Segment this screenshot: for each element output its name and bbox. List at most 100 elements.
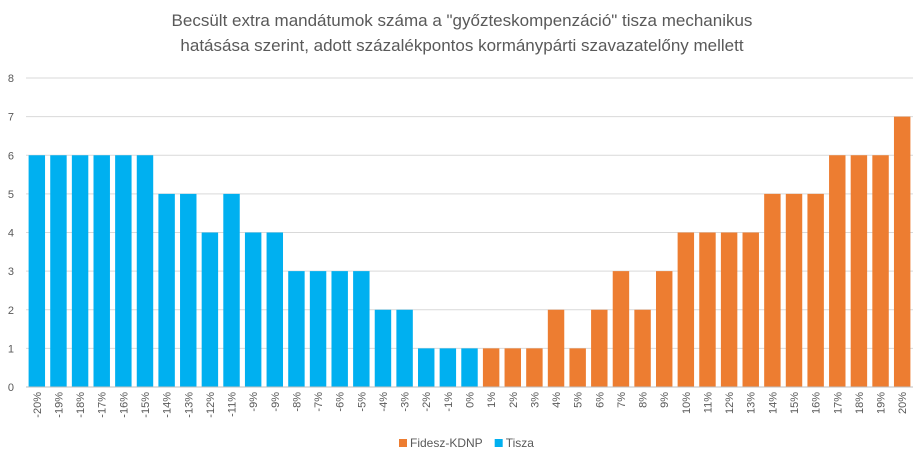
x-tick-label: -8% (291, 392, 303, 412)
bar-fidesz (547, 309, 565, 387)
x-tick-label: 1% (486, 392, 498, 408)
bar-tisza (115, 155, 132, 387)
bar-tisza (439, 348, 457, 388)
bar-fidesz (526, 348, 543, 388)
x-tick-label: -20% (32, 392, 44, 418)
bar-tisza (309, 271, 327, 388)
chart-title-line-2: hatásása szerint, adott százalékpontos k… (180, 36, 743, 55)
x-tick-label: -7% (313, 392, 325, 412)
y-tick-label: 1 (8, 343, 14, 355)
legend-label-fidesz: Fidesz-KDNP (410, 436, 483, 450)
x-axis-ticks: -20% -19% -18% -17% -16% -15% -14% -13% -12% -11%… (32, 392, 909, 418)
bar-fidesz (893, 116, 911, 388)
y-tick-label: 2 (8, 305, 14, 317)
x-tick-label: 8% (638, 392, 650, 408)
bar-tisza (50, 155, 67, 387)
legend-swatch-tisza (494, 439, 503, 447)
bar-tisza (136, 155, 154, 387)
bar-fidesz (720, 232, 738, 387)
bar-tisza (71, 155, 89, 387)
bar-fidesz (807, 193, 824, 388)
bar-fidesz (655, 271, 673, 388)
x-tick-label: -14% (162, 392, 174, 418)
legend: Fidesz-KDNP Tisza (399, 436, 534, 450)
x-tick-label: 7% (616, 392, 628, 408)
bar-tisza (180, 193, 197, 388)
bar-fidesz (785, 193, 803, 388)
x-tick-label: 11% (702, 392, 714, 413)
legend-swatch-fidesz (399, 439, 407, 447)
y-axis-ticks: 0 1 2 3 4 5 6 7 8 (8, 73, 14, 394)
x-tick-label: 2% (508, 392, 520, 408)
x-tick-label: 9% (659, 392, 671, 408)
x-tick-label: -1% (443, 392, 455, 412)
bar-tisza (396, 309, 413, 387)
bar-tisza (418, 348, 435, 388)
legend-label-tisza: Tisza (506, 436, 535, 450)
y-tick-label: 6 (8, 150, 14, 162)
bar-tisza (353, 271, 370, 388)
y-tick-label: 5 (8, 189, 14, 201)
x-tick-label: 0% (465, 392, 477, 408)
x-tick-label: -9% (270, 392, 282, 412)
x-tick-label: -5% (356, 392, 368, 412)
bar-fidesz (742, 232, 759, 387)
x-tick-label: -17% (97, 392, 109, 418)
x-tick-label: 5% (573, 392, 585, 408)
x-tick-label: -13% (183, 392, 195, 418)
x-tick-label: -6% (335, 392, 347, 412)
bar-tisza (28, 155, 46, 387)
y-tick-label: 0 (8, 382, 14, 394)
bar-fidesz (850, 155, 868, 387)
bar-fidesz (634, 309, 651, 387)
bar-fidesz (872, 155, 889, 387)
x-tick-label: 12% (724, 392, 736, 414)
x-tick-label: -3% (400, 392, 412, 412)
bar-tisza (93, 155, 110, 387)
bar-tisza (223, 193, 240, 388)
bar-fidesz (764, 193, 781, 388)
x-tick-label: 10% (681, 392, 693, 414)
bar-tisza (201, 232, 219, 387)
bar-fidesz (612, 271, 630, 388)
x-tick-label: -16% (118, 392, 130, 418)
x-tick-label: 4% (551, 392, 563, 408)
x-tick-label: 15% (789, 392, 801, 414)
x-tick-label: 16% (811, 392, 823, 414)
bar-fidesz (677, 232, 695, 387)
bar-fidesz (591, 309, 608, 387)
bar-fidesz (504, 348, 521, 388)
x-tick-label: -12% (205, 392, 217, 418)
bar-fidesz (829, 155, 846, 387)
x-tick-label: -15% (140, 392, 152, 418)
x-tick-label: 18% (854, 392, 866, 414)
chart-title-line-1: Becsült extra mandátumok száma a "győzte… (172, 11, 753, 30)
x-tick-label: -19% (53, 392, 65, 418)
x-tick-label: -2% (421, 392, 433, 412)
x-tick-label: 14% (767, 392, 779, 414)
y-tick-label: 8 (8, 73, 14, 85)
y-tick-label: 7 (8, 112, 14, 124)
bar-fidesz (569, 348, 586, 388)
bar-tisza (461, 348, 478, 388)
bar-tisza (266, 232, 284, 387)
x-tick-label: 13% (746, 392, 758, 414)
y-tick-label: 3 (8, 266, 14, 278)
x-tick-label: 3% (529, 392, 541, 408)
x-tick-label: -4% (378, 392, 390, 412)
x-tick-label: -9% (248, 392, 260, 412)
bar-tisza (288, 271, 305, 388)
bar-tisza (331, 271, 348, 388)
bars (28, 116, 911, 388)
x-tick-label: 17% (832, 392, 844, 414)
bar-tisza (244, 232, 262, 387)
bar-tisza (374, 309, 392, 387)
bar-fidesz (482, 348, 500, 388)
bar-fidesz (699, 232, 716, 387)
x-tick-label: 19% (876, 392, 888, 414)
x-tick-label: 20% (897, 392, 909, 414)
x-tick-label: 6% (594, 392, 606, 408)
x-tick-label: -18% (75, 392, 87, 418)
bar-tisza (158, 193, 175, 388)
